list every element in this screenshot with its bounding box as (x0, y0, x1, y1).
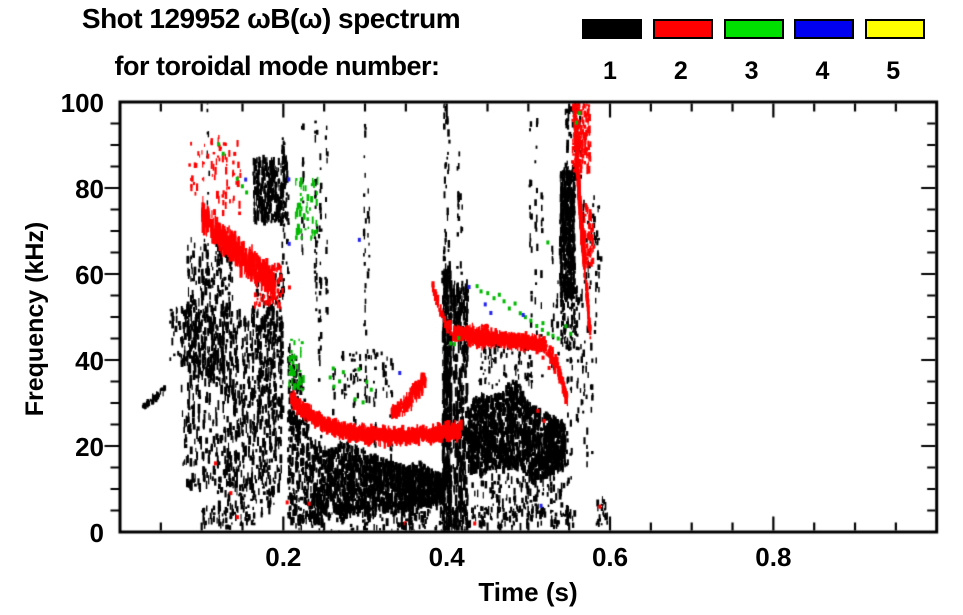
legend-label-mode-5: 5 (886, 57, 901, 85)
x-tick-label: 0.6 (591, 542, 629, 572)
legend-swatch-mode-5 (865, 19, 926, 39)
figure-title-line1: Shot 129952 ωB(ω) spectrum (81, 3, 461, 34)
y-tick-label: 60 (75, 260, 104, 290)
legend-swatch-mode-3 (723, 19, 784, 39)
y-tick-label: 40 (75, 346, 104, 376)
legend-label-mode-1: 1 (603, 57, 617, 85)
figure-title-line2: for toroidal mode number: (114, 51, 441, 81)
x-tick-label: 0.4 (428, 542, 465, 572)
x-axis-title: Time (s) (478, 577, 578, 607)
x-tick-label: 0.2 (265, 542, 302, 572)
legend-label-mode-4: 4 (815, 57, 830, 85)
legend-swatch-mode-4 (794, 19, 855, 39)
legend-swatch-mode-1 (582, 19, 642, 39)
x-tick-label: 0.8 (755, 542, 792, 572)
y-tick-label: 100 (60, 88, 104, 118)
y-tick-label: 80 (75, 174, 104, 204)
y-tick-label: 20 (75, 432, 104, 462)
y-axis-title: Frequency (kHz) (21, 221, 49, 417)
legend-label-mode-3: 3 (744, 57, 759, 85)
y-tick-label: 0 (89, 518, 104, 548)
legend-label-mode-2: 2 (673, 57, 688, 85)
legend-swatch-mode-2 (652, 19, 713, 39)
